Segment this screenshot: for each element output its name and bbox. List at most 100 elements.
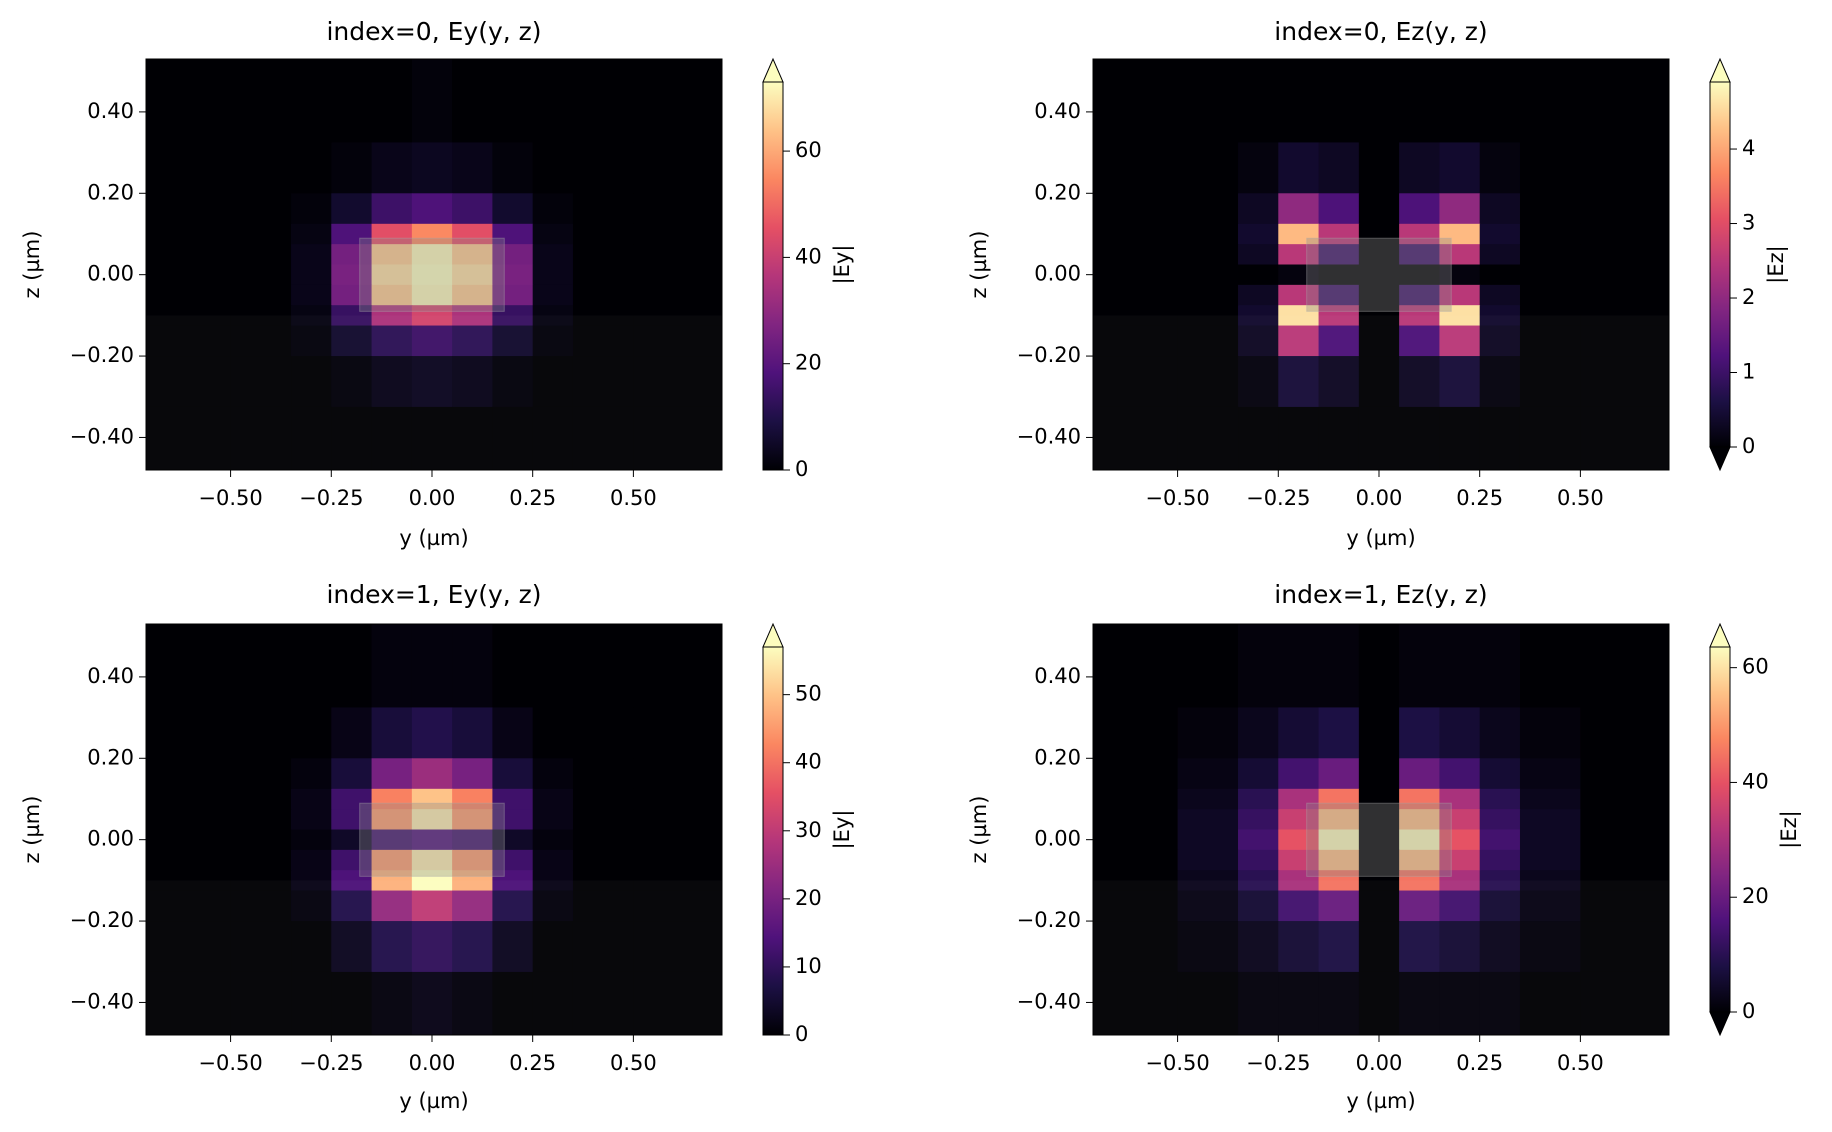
heatmap-cell [492, 223, 534, 245]
x-tick-label: 0.00 [409, 486, 456, 510]
plot-frame [1092, 623, 1670, 1036]
heatmap-cell [371, 758, 413, 790]
heatmap-cell [1278, 284, 1320, 306]
colorbar-label: |Ez| [1764, 245, 1789, 283]
heatmap-cell [230, 870, 292, 892]
heatmap-cell [1093, 624, 1179, 708]
heatmap-cell [1358, 829, 1400, 851]
heatmap-cell [331, 244, 373, 265]
heatmap-cell [1177, 971, 1239, 1036]
heatmap-cell [1358, 193, 1400, 225]
heatmap-cell [291, 325, 332, 357]
heatmap-cell [1238, 406, 1279, 471]
heatmap-cell [1439, 870, 1481, 892]
heatmap-cell [1238, 305, 1279, 327]
heatmap-cell [291, 264, 332, 286]
heatmap-cell [1238, 264, 1279, 286]
heatmap-cell [532, 59, 574, 143]
heatmap-cell [532, 890, 574, 922]
heatmap-cell [633, 849, 723, 871]
heatmap-cell [1358, 849, 1400, 871]
x-tick-label: −0.25 [299, 1051, 363, 1075]
heatmap-cell [452, 788, 493, 810]
heatmap-cell [1580, 59, 1670, 143]
colorbar [1710, 82, 1730, 447]
heatmap-cell [331, 829, 373, 851]
heatmap-cell [230, 193, 292, 225]
heatmap-cell [146, 193, 232, 225]
heatmap-cell [230, 809, 292, 830]
heatmap-cell [331, 59, 373, 143]
heatmap-cell [146, 624, 232, 708]
heatmap-cell [1580, 284, 1670, 306]
heatmap-cell [1238, 788, 1279, 810]
heatmap-cell [572, 758, 634, 790]
waveguide-overlay [1306, 802, 1452, 877]
heatmap-cell [532, 325, 574, 357]
heatmap-cell [572, 264, 634, 286]
heatmap-cell [1399, 809, 1440, 830]
y-axis-label: z (µm) [20, 796, 44, 864]
y-tick-label: 0.20 [1034, 745, 1081, 769]
heatmap-cell [146, 849, 232, 871]
heatmap-cell [1093, 244, 1179, 265]
heatmap-cell [532, 356, 574, 408]
heatmap-cell [411, 264, 453, 286]
heatmap-cell [1479, 707, 1521, 759]
y-tick-label: −0.20 [1017, 908, 1081, 932]
heatmap-cell [1580, 870, 1670, 892]
heatmap-cell [291, 406, 332, 471]
heatmap-cell [1278, 356, 1320, 408]
heatmap-cell [452, 356, 493, 408]
heatmap-cell [146, 921, 232, 973]
heatmap-cell [492, 829, 534, 851]
heatmap-cell [1177, 244, 1239, 265]
heatmap-cell [1093, 849, 1179, 871]
heatmap-cell [1177, 223, 1239, 245]
heatmap-cell [230, 305, 292, 327]
heatmap-cell [532, 305, 574, 327]
heatmap-cell [1399, 921, 1440, 973]
y-tick-label: −0.40 [70, 989, 134, 1013]
heatmap-cell [1093, 223, 1179, 245]
heatmap-cell [1519, 624, 1581, 708]
heatmap-cell [633, 356, 723, 408]
heatmap-cell [1399, 325, 1440, 357]
heatmap-cell [452, 707, 493, 759]
heatmap-cell [331, 325, 373, 357]
colorbar-tick-label: 0 [1742, 999, 1755, 1023]
heatmap-cell [371, 325, 413, 357]
heatmap-cell [1439, 829, 1481, 851]
heatmap-cell [572, 356, 634, 408]
heatmap-cell [572, 59, 634, 143]
x-tick-label: 0.00 [1356, 1051, 1403, 1075]
heatmap-cell [371, 921, 413, 973]
heatmap-cell [371, 849, 413, 871]
heatmap-cell [411, 406, 453, 471]
x-axis-label: y (µm) [1346, 526, 1415, 550]
heatmap-cell [452, 59, 493, 143]
heatmap-cell [532, 921, 574, 973]
heatmap-cell [633, 223, 723, 245]
heatmap-cell [572, 223, 634, 245]
colorbar-tick-label: 20 [1742, 884, 1769, 908]
heatmap-cell [291, 142, 332, 194]
x-tick-label: 0.00 [1356, 486, 1403, 510]
heatmap-cell [633, 707, 723, 759]
heatmap-cell [230, 788, 292, 810]
x-tick-label: −0.50 [198, 486, 262, 510]
heatmap-cell [1358, 284, 1400, 306]
heatmap-cell [1519, 325, 1581, 357]
heatmap-cell [411, 971, 453, 1036]
heatmap-cell [1177, 921, 1239, 973]
heatmap-cell [452, 264, 493, 286]
colorbar-tick-label: 60 [1742, 655, 1769, 679]
heatmap-cell [492, 264, 534, 286]
plot-frame [1092, 58, 1670, 471]
heatmap-cell [291, 356, 332, 408]
heatmap-cell [1177, 624, 1239, 708]
heatmap-cell [1318, 809, 1360, 830]
colorbar-extend-max [762, 57, 784, 83]
heatmap-cell [146, 305, 232, 327]
heatmap-cell [492, 406, 534, 471]
